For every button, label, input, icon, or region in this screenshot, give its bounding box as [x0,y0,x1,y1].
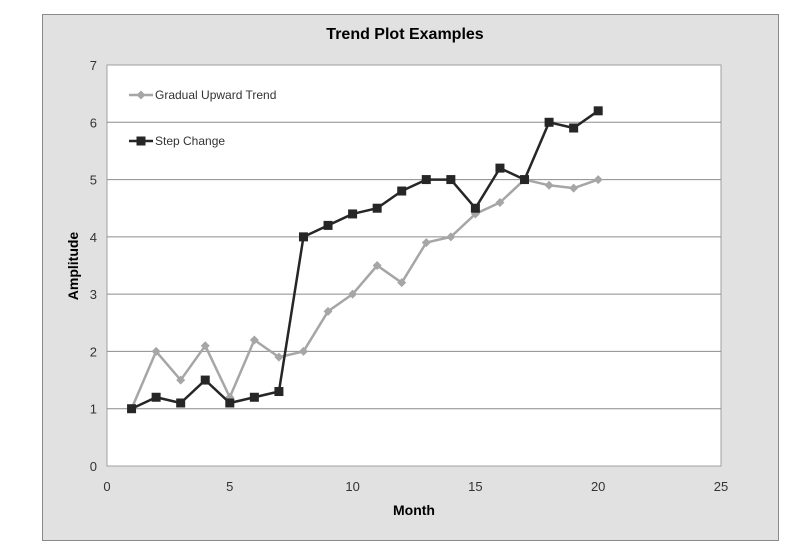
data-point [446,232,456,242]
y-tick-label: 6 [90,115,97,130]
legend-marker [136,90,146,100]
data-point [249,335,259,345]
y-tick-label: 7 [90,58,97,73]
data-point [495,197,505,207]
data-point [544,117,554,127]
data-point [274,387,284,397]
legend-label: Gradual Upward Trend [155,88,276,102]
data-point [200,341,210,351]
y-axis-title: Amplitude [65,232,81,301]
y-tick-label: 5 [90,173,97,188]
legend-item: Gradual Upward Trend [129,88,276,102]
legend-marker [136,136,146,146]
data-point [397,278,407,288]
tick-labels: 0 1 2 3 4 5 6 7 0 5 10 15 20 25 [90,58,728,494]
x-tick-label: 20 [591,479,605,494]
legend-item: Step Change [129,134,225,148]
data-point [200,375,210,385]
plot-area [106,64,722,467]
legend-label: Step Change [155,134,225,148]
series-lines [127,106,603,414]
data-point [495,163,505,173]
x-tick-label: 25 [714,479,728,494]
data-point [372,261,382,270]
data-point [323,220,333,230]
data-point [593,175,603,185]
data-point [225,398,235,408]
chart-title: Trend Plot Examples [326,26,483,43]
data-point [323,306,333,316]
data-point [421,238,431,248]
data-point [544,180,554,190]
data-point [593,106,603,116]
y-tick-label: 2 [90,344,97,359]
x-tick-label: 0 [103,479,110,494]
data-point [470,203,480,213]
chart-area: Trend Plot Examples 0 1 2 3 4 5 6 7 0 5 10 15 20 25 G… [42,14,779,541]
data-point [176,375,186,385]
data-point [298,232,308,242]
series-step-change [127,106,603,414]
data-point [298,346,308,356]
y-tick-label: 3 [90,287,97,302]
y-tick-label: 0 [90,459,97,474]
data-point [249,392,259,402]
data-point [372,203,382,213]
data-point [520,175,530,185]
data-point [274,352,284,362]
data-point [348,289,358,299]
data-point [151,346,161,356]
legend: Gradual Upward Trend Step Change [129,88,276,148]
data-point [421,175,431,185]
y-tick-label: 4 [90,230,97,245]
y-tick-label: 1 [90,402,97,417]
x-tick-label: 10 [345,479,359,494]
data-point [176,398,186,408]
data-point [127,404,137,414]
data-point [446,175,456,185]
x-tick-label: 15 [468,479,482,494]
x-axis-title: Month [393,502,435,518]
data-point [397,186,407,196]
data-point [151,392,161,402]
data-point [569,123,579,133]
trend-chart: Trend Plot Examples 0 1 2 3 4 5 6 7 0 5 10 15 20 25 G… [65,26,728,518]
data-point [569,183,579,193]
x-tick-label: 5 [226,479,233,494]
data-point [348,209,358,219]
